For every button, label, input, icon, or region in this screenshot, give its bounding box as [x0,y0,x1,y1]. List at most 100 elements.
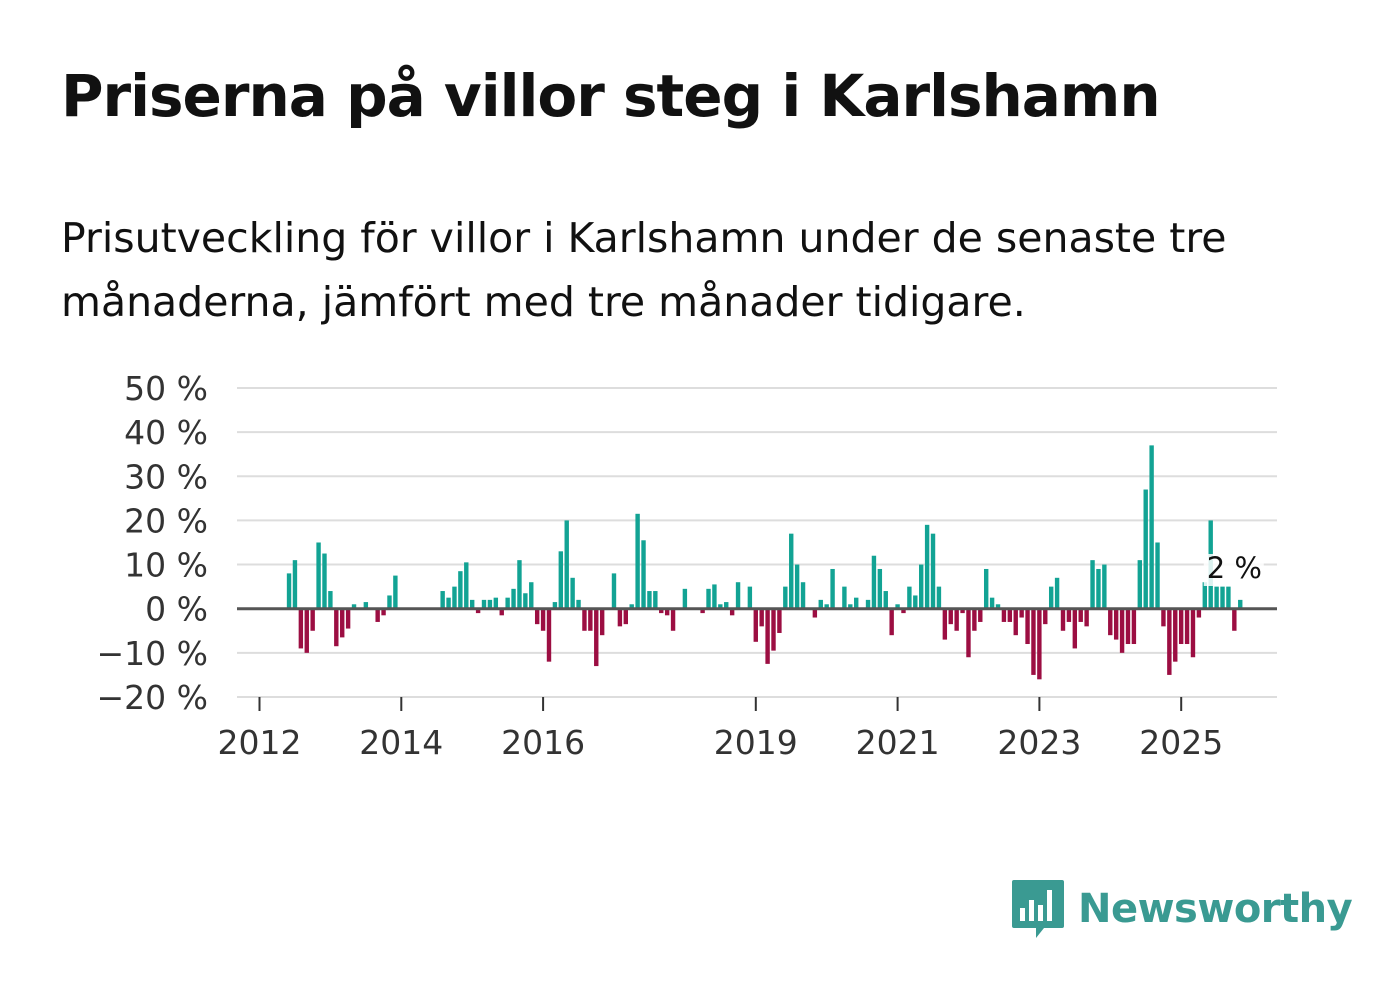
chart-subtitle: Prisutveckling för villor i Karlshamn un… [61,214,1227,326]
bar [1202,582,1207,609]
bar [1190,608,1196,658]
bar [753,608,758,642]
bar [848,604,853,609]
bar [623,608,629,625]
y-axis-labels: 50 % 40 % 30 % 20 % 10 % 0 % −10 % −20 % [97,369,209,717]
bar [286,573,292,609]
bar [523,593,528,609]
bar [440,591,445,609]
bar [682,588,688,609]
y-tick-label: 10 % [124,546,208,585]
bar [1007,608,1013,622]
bar [629,604,634,609]
bar [464,562,469,609]
bar [564,520,569,609]
bar [552,602,558,609]
bar [316,542,321,609]
bar [594,608,599,667]
bar [729,608,735,616]
bar [1119,608,1125,653]
bar [824,604,829,609]
bar [446,597,451,609]
bar [1184,608,1190,645]
x-tick-label: 2016 [501,723,585,762]
bar [735,582,741,609]
bar [995,604,1001,609]
bar [883,591,888,609]
bar [1048,586,1054,609]
bar [381,608,386,616]
bar [617,608,623,627]
bar [789,533,794,609]
bar [1226,586,1231,609]
bar [570,577,575,609]
bar [978,608,983,622]
bar [1060,608,1066,631]
bar [393,575,398,609]
x-tick-label: 2014 [359,723,443,762]
bar [1001,608,1007,622]
bar [1096,568,1101,609]
bar [1090,560,1095,609]
bar [783,586,788,609]
bar [794,564,800,609]
bar [511,588,516,609]
bar-chart-speech-bubble-icon [1012,880,1064,938]
bar [1113,608,1119,640]
bar [322,553,327,609]
y-tick-label: 0 % [145,590,208,629]
bar [942,608,948,640]
bar [966,608,971,658]
bar [854,597,859,609]
bar [871,555,877,609]
bar [310,608,315,631]
bar [1078,608,1083,622]
bar [1066,608,1072,622]
bar [759,608,764,627]
bar [1025,608,1030,645]
bar [1037,608,1042,680]
bar [800,582,806,609]
x-tick-label: 2019 [714,723,798,762]
bar [771,608,776,651]
bar [469,599,475,609]
x-tick-label: 2023 [997,723,1081,762]
bar [1054,577,1060,609]
bar [777,608,782,633]
bar [292,560,298,609]
bar [505,597,510,609]
bar [664,608,670,616]
bar [576,599,581,609]
bar [936,586,942,609]
bar [919,564,924,609]
y-tick-label: −10 % [97,634,209,673]
x-tick-label: 2012 [218,723,302,762]
bar [818,599,823,609]
bar [1149,445,1154,609]
bar [481,599,487,609]
bar [529,582,534,609]
x-axis: 2012 2014 2016 2019 2021 2023 2025 [218,697,1223,762]
bar [812,608,818,618]
bar [972,608,977,631]
x-tick-label: 2025 [1139,723,1223,762]
bar [328,591,333,609]
annotation: 2 % [1203,551,1264,586]
bar [387,595,392,609]
y-tick-label: 30 % [124,457,208,496]
bar [345,608,351,629]
bar [1084,608,1089,627]
bar [334,608,339,647]
bar [989,597,995,609]
bar [747,586,753,609]
bar [901,608,906,614]
bar [558,551,564,609]
annotation-background [1203,554,1264,586]
bar [924,524,930,609]
bar [983,568,989,609]
y-tick-label: 50 % [124,369,208,408]
bar [546,608,552,662]
bar [1131,608,1137,645]
bar [1196,608,1202,618]
bar [930,533,936,609]
